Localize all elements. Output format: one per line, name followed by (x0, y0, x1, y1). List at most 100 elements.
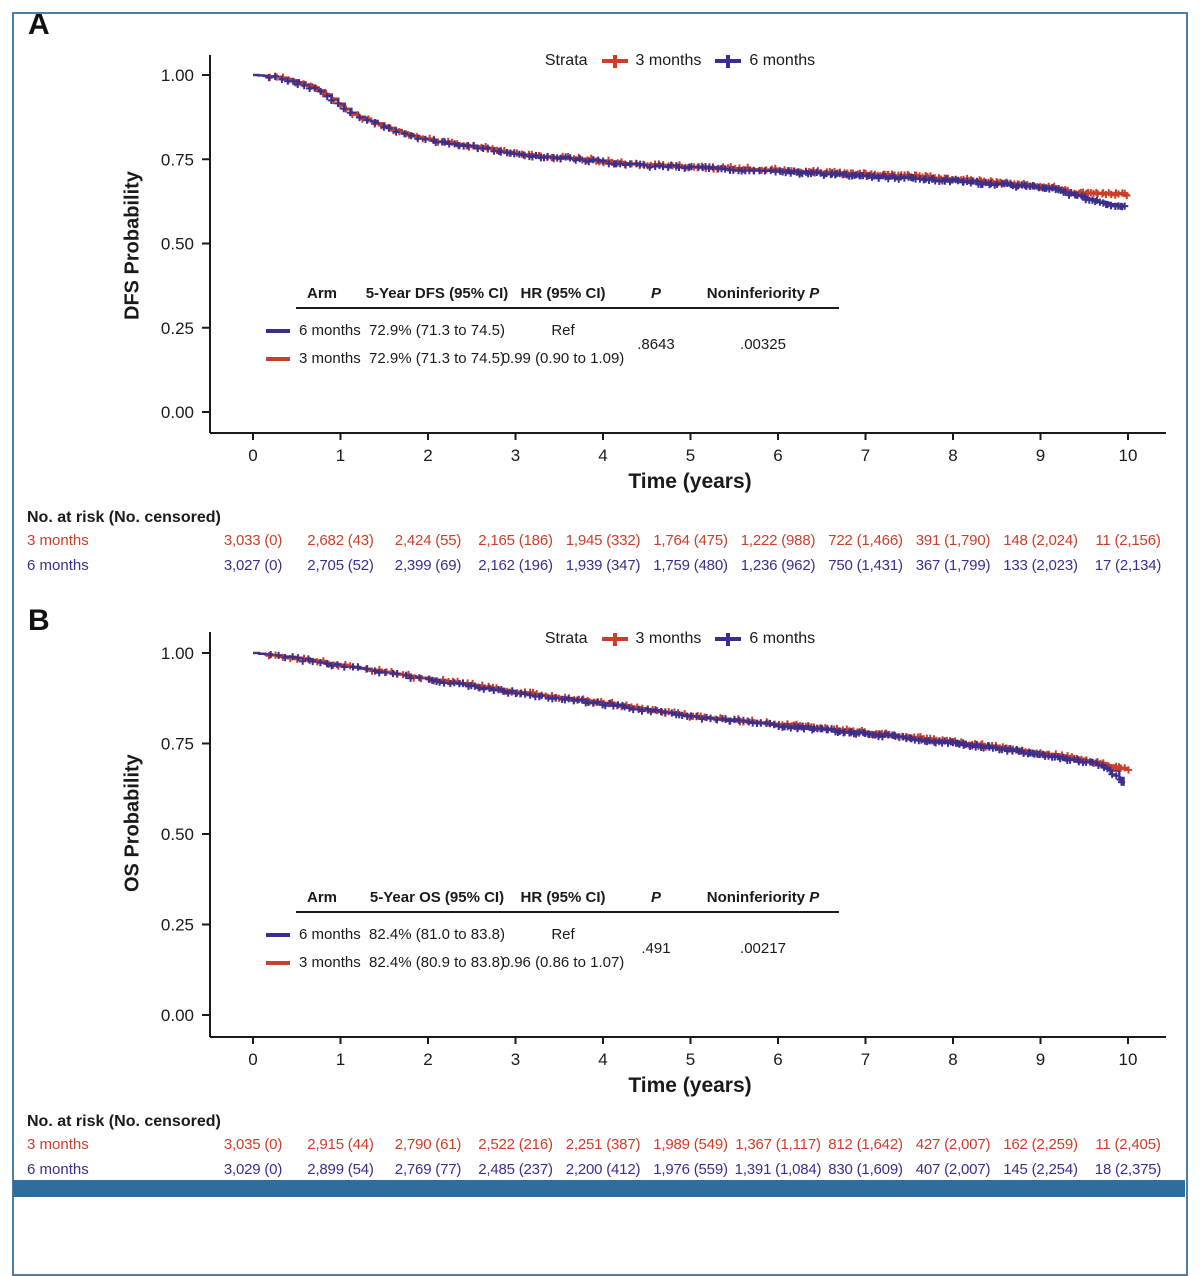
risk-value: 2,899 (54) (307, 1161, 374, 1178)
risk-value: 812 (1,642) (828, 1136, 903, 1153)
noninferiority-text: Noninferiority (706, 285, 806, 302)
x-tick-label: 8 (948, 446, 957, 465)
risk-value: 3,035 (0) (223, 1136, 283, 1153)
summary-noninferiority-p-value: .00217 (740, 940, 786, 957)
legend-title: Strata (544, 630, 588, 647)
summary-hr: 0.96 (0.86 to 1.07) (501, 954, 625, 971)
risk-value: 1,945 (332) (565, 532, 641, 549)
summary-header-hr: HR (95% CI) (520, 285, 606, 302)
risk-value: 18 (2,375) (1094, 1161, 1162, 1178)
risk-value: 2,424 (55) (394, 532, 462, 549)
x-axis-title: Time (years) (628, 470, 752, 493)
panel-label-a: A (28, 8, 50, 41)
summary-header-noninferiority-p: Noninferiority P (687, 889, 839, 906)
summary-header-arm: Arm (306, 889, 337, 906)
summary-estimate: 72.9% (71.3 to 74.5) (369, 322, 505, 339)
risk-row-label: 3 months (27, 1136, 89, 1153)
x-tick-label: 2 (423, 446, 432, 465)
summary-header-p: P (650, 889, 661, 906)
summary-header-noninferiority-p: Noninferiority P (687, 285, 839, 302)
risk-value: 1,222 (988) (740, 532, 816, 549)
y-tick-label: 0.00 (161, 1006, 194, 1025)
risk-value: 2,251 (387) (565, 1136, 641, 1153)
x-tick-label: 3 (511, 446, 520, 465)
x-tick-label: 1 (336, 446, 345, 465)
plus-line-marker-icon (601, 54, 628, 68)
x-tick-label: 7 (861, 446, 870, 465)
risk-value: 1,939 (347) (565, 557, 641, 574)
noninferiority-p-italic: P (809, 285, 820, 302)
km-plot-dfs: 1.00 0.75 0.50 0.25 0.00 0 1 2 3 4 5 6 7 8 9 10 (161, 55, 1166, 465)
y-tick-label: 0.25 (161, 319, 194, 338)
legend-label: 3 months (635, 630, 702, 647)
y-tick-label: 1.00 (161, 66, 194, 85)
series-dash-6-months (266, 329, 290, 333)
risk-value: 750 (1,431) (828, 557, 903, 574)
risk-value: 367 (1,799) (915, 557, 991, 574)
series-dash-6-months (266, 933, 290, 937)
legend: Strata 3 months 6 months (200, 52, 1160, 70)
axis-lines (209, 632, 1166, 1038)
risk-value: 2,399 (69) (394, 557, 462, 574)
y-tick-label: 1.00 (161, 644, 194, 663)
legend-item-6-months: 6 months (715, 52, 815, 70)
noninferiority-text: Noninferiority (706, 889, 806, 906)
x-tick-label: 5 (686, 446, 695, 465)
risk-value: 148 (2,024) (1003, 532, 1078, 549)
risk-value: 3,033 (0) (223, 532, 283, 549)
risk-value: 1,759 (480) (653, 557, 728, 574)
x-axis-title: Time (years) (628, 1074, 752, 1097)
summary-estimate: 72.9% (71.3 to 74.5) (369, 350, 505, 367)
summary-header-rule (296, 911, 839, 913)
y-tick-label: 0.25 (161, 916, 194, 935)
y-tick-label: 0.50 (161, 235, 194, 254)
risk-row-label: 6 months (27, 557, 89, 574)
risk-value: 2,705 (52) (307, 557, 374, 574)
risk-value: 17 (2,134) (1094, 557, 1162, 574)
summary-estimate: 82.4% (81.0 to 83.8) (369, 926, 505, 943)
y-tick-label: 0.75 (161, 735, 194, 754)
x-tick-label: 2 (423, 1050, 432, 1069)
risk-value: 2,522 (216) (478, 1136, 553, 1153)
x-tick-label: 9 (1036, 1050, 1045, 1069)
summary-noninferiority-p-value: .00325 (740, 336, 786, 353)
x-tick-label: 3 (511, 1050, 520, 1069)
x-tick-label: 6 (773, 446, 782, 465)
risk-row-label: 3 months (27, 532, 89, 549)
y-tick-label: 0.00 (161, 403, 194, 422)
series-dash-3-months (266, 961, 290, 965)
x-tick-label: 6 (773, 1050, 782, 1069)
risk-value: 145 (2,254) (1003, 1161, 1078, 1178)
x-tick-label: 0 (248, 1050, 257, 1069)
risk-value: 722 (1,466) (828, 532, 903, 549)
risk-row-3-months: 3 months 3,035 (0) 2,915 (44) 2,790 (61) 2,… (0, 1136, 1200, 1156)
risk-value: 162 (2,259) (1003, 1136, 1078, 1153)
risk-value: 1,764 (475) (653, 532, 728, 549)
risk-value: 2,200 (412) (565, 1161, 641, 1178)
plus-line-marker-icon (601, 632, 628, 646)
risk-value: 3,029 (0) (223, 1161, 283, 1178)
risk-row-6-months: 6 months 3,029 (0) 2,899 (54) 2,769 (77) 2,… (0, 1161, 1200, 1181)
risk-value: 133 (2,023) (1003, 557, 1078, 574)
risk-table-title: No. at risk (No. censored) (27, 1113, 221, 1130)
x-tick-label: 4 (598, 1050, 607, 1069)
x-tick-label: 10 (1119, 1050, 1138, 1069)
legend-title: Strata (544, 52, 588, 69)
summary-estimate: 82.4% (80.9 to 83.8) (369, 954, 505, 971)
risk-value: 2,165 (186) (478, 532, 553, 549)
plus-line-marker-icon (715, 632, 742, 646)
footer-bar (13, 1180, 1185, 1197)
y-tick-label: 0.75 (161, 150, 194, 169)
x-tick-label: 10 (1119, 446, 1138, 465)
summary-header-p: P (650, 285, 661, 302)
risk-value: 2,790 (61) (394, 1136, 462, 1153)
x-tick-label: 8 (948, 1050, 957, 1069)
summary-arm: 3 months (299, 350, 361, 367)
summary-header-hr: HR (95% CI) (520, 889, 606, 906)
risk-value: 2,485 (237) (478, 1161, 553, 1178)
km-curve-3-months (253, 73, 1130, 196)
risk-value: 391 (1,790) (915, 532, 991, 549)
noninferiority-p-italic: P (809, 889, 820, 906)
risk-value: 1,976 (559) (653, 1161, 728, 1178)
risk-value: 1,236 (962) (740, 557, 816, 574)
